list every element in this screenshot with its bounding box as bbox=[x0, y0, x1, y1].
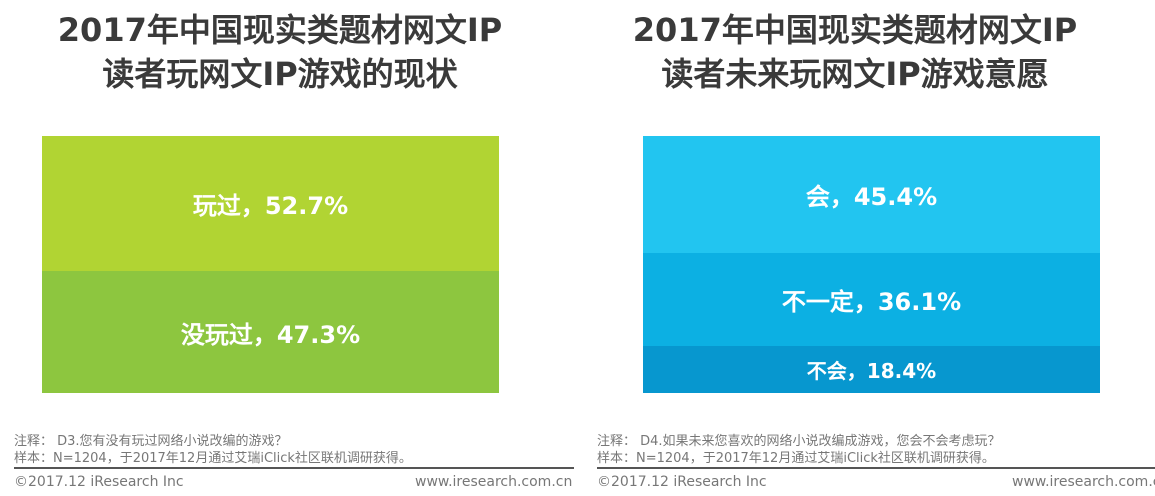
data-label: 会，45.4% bbox=[805, 182, 938, 211]
bar-segment-没玩过: 没玩过，47.3% bbox=[42, 271, 499, 393]
right-panel: 2017年中国现实类题材网文IP 读者未来玩网文IP游戏意愿 会，45.4% 不一定… bbox=[597, 0, 1155, 496]
data-label: 没玩过，47.3% bbox=[180, 320, 361, 349]
sample-text: 样本：N=1204，于2017年12月通过艾瑞iClick社区联机调研获得。 bbox=[597, 451, 995, 466]
stacked-bar: 会，45.4% 不一定，36.1% 不会，18.4% bbox=[643, 136, 1100, 393]
chart-title: 2017年中国现实类题材网文IP 读者未来玩网文IP游戏意愿 bbox=[575, 8, 1135, 96]
bar-segment-不一定: 不一定，36.1% bbox=[643, 252, 1100, 346]
data-label: 不会，18.4% bbox=[806, 358, 937, 383]
note-text: 注释： D4.如果未来您喜欢的网络小说改编成游戏，您会不会考虑玩？ bbox=[597, 434, 1001, 449]
notes: 注释： D3.您有没有玩过网络小说改编的游戏？ 样本：N=1204，于2017年1… bbox=[14, 433, 412, 467]
website: www.iresearch.com.cn bbox=[415, 474, 573, 490]
title-line: 2017年中国现实类题材网文IP bbox=[632, 11, 1078, 49]
left-panel: 2017年中国现实类题材网文IP 读者玩网文IP游戏的现状 玩过，52.7% 没玩过… bbox=[0, 0, 574, 496]
title-line: 2017年中国现实类题材网文IP bbox=[57, 11, 503, 49]
notes: 注释： D4.如果未来您喜欢的网络小说改编成游戏，您会不会考虑玩？ 样本：N=12… bbox=[597, 433, 1001, 467]
bar-segment-玩过: 玩过，52.7% bbox=[42, 136, 499, 272]
bar-segment-不会: 不会，18.4% bbox=[643, 345, 1100, 393]
note-text: 注释： D3.您有没有玩过网络小说改编的游戏？ bbox=[14, 434, 288, 449]
divider bbox=[597, 467, 1155, 469]
bar-segment-会: 会，45.4% bbox=[643, 136, 1100, 253]
copyright: ©2017.12 iResearch Inc bbox=[597, 474, 767, 490]
copyright: ©2017.12 iResearch Inc bbox=[14, 474, 184, 490]
data-label: 玩过，52.7% bbox=[192, 192, 349, 221]
divider bbox=[14, 467, 574, 469]
title-line: 读者未来玩网文IP游戏意愿 bbox=[661, 55, 1049, 93]
sample-text: 样本：N=1204，于2017年12月通过艾瑞iClick社区联机调研获得。 bbox=[14, 451, 412, 466]
stacked-bar: 玩过，52.7% 没玩过，47.3% bbox=[42, 136, 499, 393]
title-line: 读者玩网文IP游戏的现状 bbox=[102, 55, 458, 93]
chart-title: 2017年中国现实类题材网文IP 读者玩网文IP游戏的现状 bbox=[0, 8, 560, 96]
data-label: 不一定，36.1% bbox=[781, 287, 962, 316]
website: www.iresearch.com.cn bbox=[1012, 474, 1155, 490]
